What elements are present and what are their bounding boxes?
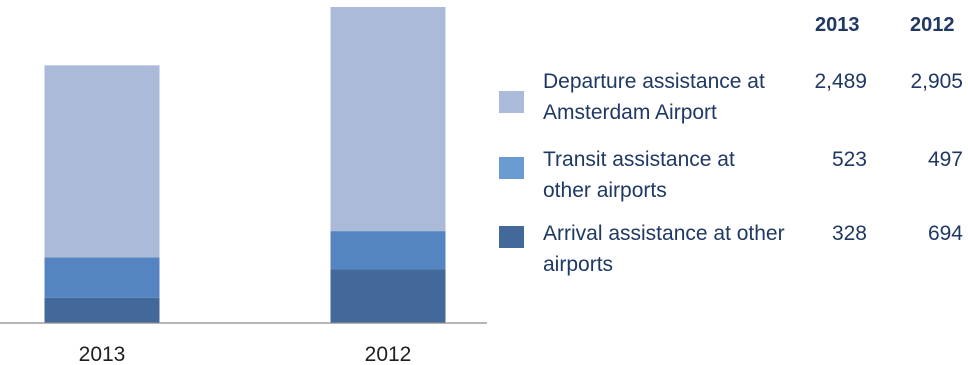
legend-value-departure-2012: 2,905: [910, 70, 963, 93]
x-tick-label-2012: 2012: [365, 343, 412, 365]
legend-column-header-2012: 2012: [910, 14, 955, 36]
legend-table: 2013 2012 Departure assistance at Amster…: [497, 0, 968, 300]
legend-value-arrival-2013: 328: [831, 222, 867, 245]
bar-2013-transit: [44, 257, 160, 298]
bar-2013-departure: [44, 65, 160, 258]
x-tick-label-2013: 2013: [79, 343, 126, 365]
bar-2012-arrival: [330, 269, 446, 323]
legend-label-transit: Transit assistance at other airports: [543, 148, 735, 202]
legend-label-arrival: Arrival assistance at other airports: [543, 222, 785, 276]
legend-swatch-arrival: [499, 226, 524, 248]
bar-2012-departure: [330, 7, 446, 232]
legend-value-transit-2013: 523: [831, 148, 867, 171]
stacked-bar-chart: 2013 2012: [0, 7, 487, 365]
bar-2013-arrival: [44, 297, 160, 323]
legend-swatch-departure: [499, 91, 524, 113]
legend-column-header-2013: 2013: [815, 14, 860, 36]
legend-label-departure: Departure assistance at Amsterdam Airpor…: [543, 70, 765, 124]
legend-value-transit-2012: 497: [927, 148, 963, 171]
legend-value-departure-2013: 2,489: [814, 70, 867, 93]
legend-swatch-transit: [499, 157, 524, 179]
bars-group: [44, 7, 446, 323]
legend-value-arrival-2012: 694: [927, 222, 963, 245]
bar-2012-transit: [330, 231, 446, 270]
